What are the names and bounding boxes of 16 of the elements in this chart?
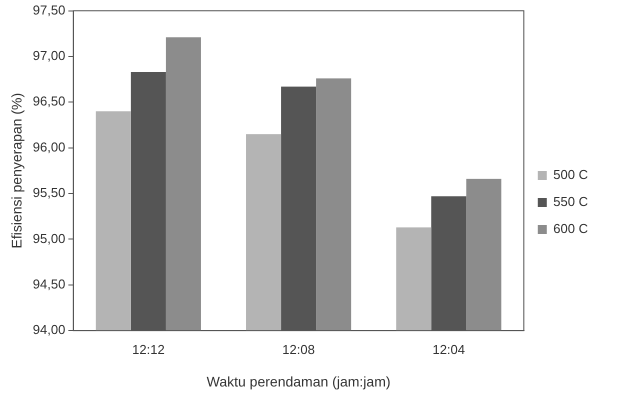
legend-label: 550 C <box>553 194 588 210</box>
y-tick-label: 95,00 <box>32 230 66 246</box>
y-tick-label: 97,50 <box>32 2 66 18</box>
y-tick-label: 94,00 <box>32 322 66 338</box>
x-tick-label: 12:12 <box>132 342 165 357</box>
y-tick-label: 94,50 <box>32 276 66 292</box>
x-tick-label: 12:08 <box>282 342 315 357</box>
y-tick-label: 95,50 <box>32 185 66 200</box>
y-axis-title: Efisiensi penyerapan (%) <box>8 92 24 249</box>
y-tick-label: 97,00 <box>32 48 66 64</box>
legend-label: 600 C <box>553 221 588 236</box>
y-tick-label: 96,50 <box>32 94 66 109</box>
x-tick-label: 12:04 <box>432 342 466 357</box>
y-tick-label: 96,00 <box>32 139 66 154</box>
legend-label: 500 C <box>553 167 588 182</box>
x-axis-title: Waktu perendaman (jam:jam) <box>206 373 391 390</box>
